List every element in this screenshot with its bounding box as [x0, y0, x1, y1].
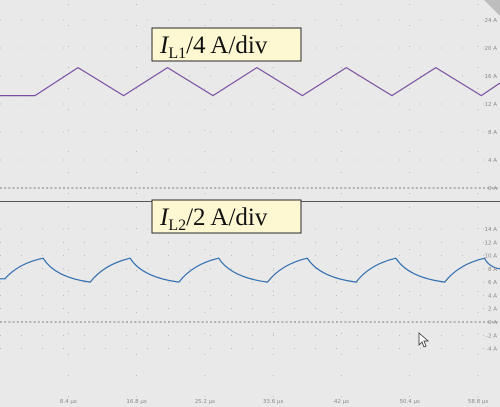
scroll-corner-icon — [484, 0, 500, 16]
x-tick-label: 33.6 µs — [263, 399, 283, 405]
grid — [0, 4, 500, 403]
x-tick-label: 58.8 µs — [468, 399, 488, 405]
x-tick-label: 16.8 µs — [126, 399, 146, 405]
panel1-title-scale: /4 A/div — [186, 32, 268, 59]
y-tick-label: 10 A — [484, 254, 497, 260]
tick-labels: 0 A 4 A 8 A 12 A 16 A 20 A 24 A -4 A -2 A 0 A 2 A 4… — [60, 18, 497, 405]
x-tick-label: 50.4 µs — [400, 399, 420, 405]
panel2-title-text: IL2/2 A/div — [159, 204, 268, 234]
y-tick-label: 12 A — [484, 240, 497, 246]
y-tick-label: 8 A — [488, 130, 497, 136]
panel1-title-symbol: I — [159, 32, 170, 59]
trace-line-il2 — [0, 257, 500, 283]
panel2-title-box — [151, 199, 302, 234]
panel1-title-box — [151, 27, 302, 62]
y-tick-label: -4 A — [486, 347, 497, 353]
y-tick-label: 12 A — [484, 102, 497, 108]
y-tick-label: 0 A — [488, 320, 497, 326]
y-tick-label: 2 A — [488, 307, 497, 313]
trace-line-il1 — [0, 67, 500, 97]
y-tick-label: 14 A — [484, 227, 497, 233]
y-tick-label: 6 A — [488, 280, 497, 286]
panel1-title-text: IL1/4 A/div — [159, 32, 268, 62]
x-tick-label: 8.4 µs — [60, 399, 77, 405]
y-tick-label: 4 A — [488, 293, 497, 299]
y-tick-label: 16 A — [484, 74, 497, 80]
y-tick-label: 4 A — [488, 158, 497, 164]
y-tick-label: -2 A — [486, 333, 497, 339]
y-tick-label: 20 A — [484, 46, 497, 52]
panel1-title-subscript: L1 — [168, 45, 186, 62]
x-tick-label: 25.2 µs — [195, 399, 215, 405]
panel2-title: IL2/2 A/div — [151, 199, 302, 234]
x-tick-label: 42 µs — [334, 399, 349, 405]
panel1-title: IL1/4 A/div — [151, 27, 302, 62]
traces — [0, 67, 500, 283]
panel2-title-symbol: I — [159, 204, 170, 231]
panel2-title-subscript: L2 — [168, 217, 186, 234]
y-tick-label: 0 A — [488, 186, 497, 192]
mouse-pointer-icon — [418, 332, 430, 348]
panel2-title-scale: /2 A/div — [186, 204, 268, 231]
y-tick-label: 24 A — [484, 18, 497, 24]
y-tick-label: 8 A — [488, 267, 497, 273]
